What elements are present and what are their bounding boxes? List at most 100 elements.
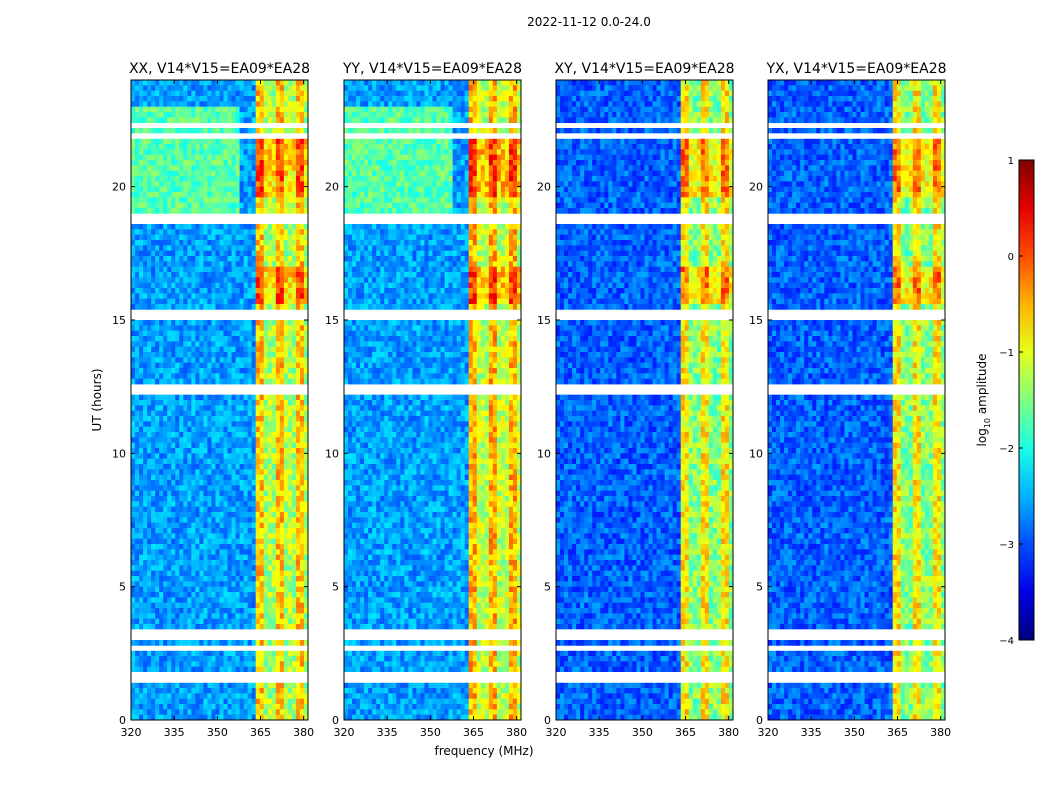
heatmap-cell — [223, 352, 228, 358]
heatmap-cell — [275, 272, 281, 278]
heatmap-cell — [131, 512, 136, 518]
heatmap-cell — [135, 101, 140, 108]
heatmap-cell — [131, 506, 136, 513]
heatmap-cell — [287, 661, 293, 668]
heatmap-cell — [259, 554, 265, 561]
heatmap-cell — [239, 650, 245, 657]
heatmap-cell — [476, 85, 482, 92]
heatmap-cell — [131, 698, 136, 705]
heatmap-cell — [159, 352, 164, 358]
flagged-gap — [131, 672, 308, 683]
heatmap-cell — [291, 250, 297, 257]
heatmap-cell — [239, 597, 245, 604]
heatmap-cell — [131, 357, 136, 364]
heatmap-cell — [219, 656, 224, 662]
heatmap-cell — [139, 170, 144, 177]
heatmap-cell — [299, 373, 305, 380]
heatmap-cell — [167, 202, 172, 209]
heatmap-cell — [255, 112, 261, 118]
heatmap-cell — [203, 378, 208, 385]
heatmap-cell — [279, 474, 285, 481]
heatmap-cell — [175, 549, 180, 556]
heatmap-cell — [231, 618, 236, 625]
heatmap-cell — [159, 592, 164, 598]
heatmap-cell — [239, 341, 245, 348]
heatmap-cell — [275, 186, 281, 193]
heatmap-cell — [287, 154, 293, 161]
heatmap-cell — [267, 506, 273, 513]
heatmap-cell — [291, 394, 297, 401]
heatmap-cell — [143, 272, 148, 278]
heatmap-cell — [275, 266, 281, 273]
heatmap-cell — [287, 144, 293, 150]
heatmap-cell — [203, 650, 208, 657]
heatmap-cell — [247, 480, 253, 486]
heatmap-cell — [171, 592, 176, 598]
heatmap-cell — [175, 320, 180, 326]
heatmap-cell — [191, 261, 196, 268]
heatmap-cell — [243, 464, 249, 470]
heatmap-cell — [131, 149, 136, 156]
heatmap-cell — [227, 266, 232, 273]
heatmap-cell — [516, 101, 521, 108]
heatmap-cell — [187, 245, 192, 252]
heatmap-cell — [155, 165, 160, 172]
heatmap-cell — [227, 90, 232, 97]
heatmap-cell — [167, 378, 172, 385]
heatmap-cell — [187, 256, 192, 262]
heatmap-cell — [203, 506, 208, 513]
heatmap-cell — [299, 341, 305, 348]
heatmap-cell — [235, 266, 241, 273]
heatmap-cell — [163, 650, 168, 657]
heatmap-cell — [143, 421, 148, 428]
heatmap-cell — [143, 154, 148, 161]
heatmap-cell — [263, 160, 269, 166]
heatmap-cell — [135, 666, 140, 673]
heatmap-cell — [291, 106, 297, 113]
heatmap-cell — [259, 517, 265, 524]
heatmap-cell — [179, 538, 184, 545]
heatmap-cell — [287, 693, 293, 700]
heatmap-cell — [147, 170, 152, 177]
heatmap-cell — [203, 85, 208, 92]
heatmap-cell — [255, 85, 261, 92]
heatmap-cell — [235, 480, 241, 486]
heatmap-cell — [231, 229, 236, 236]
heatmap-cell — [267, 320, 273, 326]
heatmap-cell — [199, 432, 204, 438]
heatmap-cell — [207, 85, 212, 92]
heatmap-cell — [203, 602, 208, 609]
heatmap-cell — [251, 490, 257, 497]
heatmap-cell — [287, 298, 293, 305]
heatmap-cell — [219, 352, 224, 358]
heatmap-cell — [364, 80, 369, 86]
heatmap-cell — [203, 608, 208, 614]
heatmap-cell — [203, 192, 208, 198]
heatmap-cell — [251, 682, 257, 689]
heatmap-cell — [155, 362, 160, 369]
heatmap-cell — [263, 208, 269, 214]
heatmap-cell — [287, 378, 293, 385]
heatmap-cell — [183, 240, 188, 246]
heatmap-cell — [271, 288, 277, 294]
heatmap-cell — [187, 522, 192, 529]
heatmap-cell — [303, 128, 308, 134]
heatmap-cell — [247, 421, 253, 428]
heatmap-cell — [159, 682, 164, 689]
heatmap-cell — [151, 85, 156, 92]
heatmap-cell — [255, 378, 261, 385]
heatmap-cell — [299, 128, 305, 134]
heatmap-cell — [203, 186, 208, 193]
heatmap-cell — [143, 592, 148, 598]
heatmap-cell — [147, 101, 152, 108]
heatmap-cell — [235, 688, 241, 694]
heatmap-cell — [139, 650, 144, 657]
heatmap-cell — [163, 144, 168, 150]
heatmap-cell — [211, 581, 216, 588]
heatmap-cell — [139, 581, 144, 588]
heatmap-cell — [271, 197, 277, 204]
heatmap-cell — [151, 693, 156, 700]
heatmap-cell — [287, 613, 293, 620]
heatmap-cell — [235, 656, 241, 662]
heatmap-cell — [163, 704, 168, 710]
